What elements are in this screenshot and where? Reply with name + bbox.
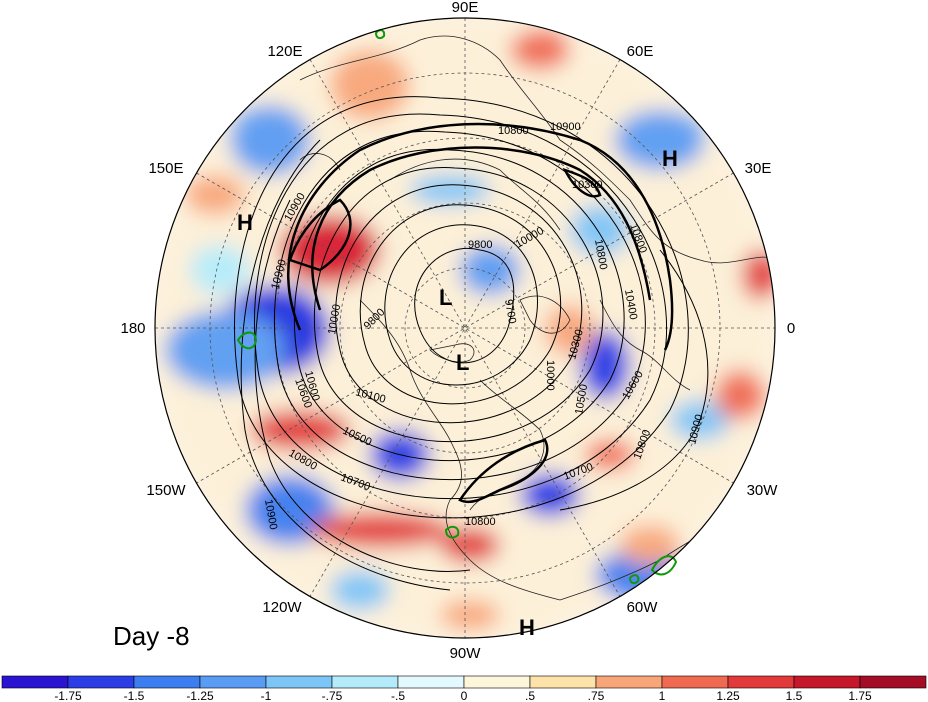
colorbar-swatch — [67, 675, 135, 689]
high-pressure-marker: H — [237, 210, 253, 235]
colorbar-tick-label: 1.25 — [716, 689, 740, 702]
lon-label-150e: 150E — [148, 160, 183, 177]
high-pressure-marker: H — [519, 615, 535, 640]
day-label: Day -8 — [113, 621, 190, 651]
colorbar-swatch — [199, 675, 267, 689]
lon-label-120w: 120W — [262, 599, 302, 616]
colorbar-tick-label: -.5 — [391, 689, 405, 702]
colorbar-swatch — [265, 675, 333, 689]
lon-label-30e: 30E — [745, 160, 772, 177]
contour-label: 10800 — [465, 516, 496, 528]
lon-label-90w: 90W — [450, 645, 482, 662]
lon-label-60e: 60E — [627, 43, 654, 60]
contour-label: 10400 — [622, 288, 639, 320]
colorbar-swatch — [859, 675, 927, 689]
contour-label: 10800 — [592, 238, 609, 270]
contour-label: 10000 — [544, 360, 556, 391]
colorbar-swatch — [331, 675, 399, 689]
low-pressure-marker: L — [439, 285, 452, 310]
colorbar: -1.75 -1.5 -1.25 -1 -.75 -.5 0 .5 .75 1 1.25 1.5 1.7… — [1, 675, 927, 702]
contour-label: 9800 — [468, 239, 492, 251]
colorbar-tick-label: -.75 — [322, 689, 343, 702]
contour-label: 10500 — [573, 383, 590, 415]
lon-label-30w: 30W — [747, 482, 779, 499]
colorbar-swatch — [793, 675, 861, 689]
contour-label: 10800 — [498, 125, 529, 137]
colorbar-tick-label: -1.5 — [124, 689, 145, 702]
colorbar-swatch — [1, 675, 69, 689]
colorbar-tick-label: 0 — [461, 689, 468, 702]
colorbar-tick-label: -1 — [261, 689, 272, 702]
high-pressure-marker: H — [662, 146, 678, 171]
colorbar-tick-label: 1.75 — [848, 689, 872, 702]
colorbar-swatch — [595, 675, 663, 689]
colorbar-tick-label: 1 — [659, 689, 666, 702]
colorbar-swatch — [463, 675, 531, 689]
colorbar-swatch — [727, 675, 795, 689]
colorbar-tick-label: .75 — [588, 689, 605, 702]
coastlines — [299, 35, 775, 601]
colorbar-tick-label: 1.5 — [786, 689, 803, 702]
contour-label: 10000 — [326, 303, 343, 335]
graticule — [155, 18, 775, 638]
contour-label: 10900 — [550, 121, 581, 133]
colorbar-tick-label: -1.75 — [54, 689, 82, 702]
colorbar-tick-label: .5 — [525, 689, 535, 702]
map-border — [154, 17, 776, 639]
lon-label-0: 0 — [787, 320, 795, 337]
jet-contours — [286, 122, 674, 504]
contour-label: 10300 — [572, 179, 603, 191]
colorbar-swatch — [661, 675, 729, 689]
contour-label: 9700 — [502, 298, 518, 324]
lon-label-150w: 150W — [146, 482, 186, 499]
lon-label-90e: 90E — [452, 0, 479, 16]
colorbar-swatch — [397, 675, 465, 689]
height-contours — [234, 96, 709, 591]
colorbar-swatch — [133, 675, 201, 689]
low-pressure-marker: L — [456, 350, 469, 375]
lon-label-60w: 60W — [627, 599, 659, 616]
colorbar-tick-label: -1.25 — [186, 689, 214, 702]
lon-label-120e: 120E — [267, 43, 302, 60]
lon-label-180: 180 — [120, 320, 145, 337]
colorbar-swatch — [529, 675, 597, 689]
contour-label: 10900 — [262, 498, 279, 530]
